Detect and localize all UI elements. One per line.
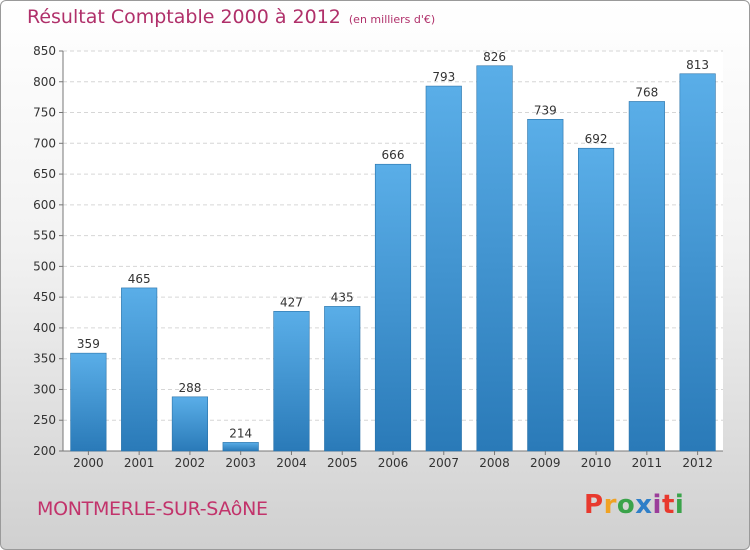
bar-value-label: 214 bbox=[229, 426, 252, 440]
logo-letter: i bbox=[674, 490, 685, 520]
logo-letter: o bbox=[616, 490, 636, 520]
bar-value-label: 692 bbox=[585, 132, 608, 146]
bar-value-label: 435 bbox=[331, 290, 354, 304]
bar bbox=[324, 306, 361, 452]
bar bbox=[222, 442, 259, 452]
chart-title-text: Résultat Comptable 2000 à 2012 bbox=[27, 6, 341, 28]
y-tick-label: 800 bbox=[33, 75, 56, 89]
bar-value-label: 359 bbox=[77, 337, 100, 351]
y-tick-label: 550 bbox=[33, 229, 56, 243]
bar-value-label: 768 bbox=[635, 85, 658, 99]
x-tick-label: 2005 bbox=[327, 456, 358, 470]
x-tick-label: 2003 bbox=[225, 456, 256, 470]
y-tick-label: 350 bbox=[33, 352, 56, 366]
x-tick-label: 2006 bbox=[378, 456, 409, 470]
bar bbox=[273, 311, 310, 452]
x-tick-label: 2007 bbox=[428, 456, 459, 470]
y-tick-label: 450 bbox=[33, 290, 56, 304]
bar bbox=[425, 85, 462, 452]
chart-title: Résultat Comptable 2000 à 2012 (en millie… bbox=[27, 6, 435, 28]
bar bbox=[679, 73, 716, 452]
y-tick-label: 850 bbox=[33, 44, 56, 58]
y-tick-label: 600 bbox=[33, 198, 56, 212]
chart-subtitle: (en milliers d'€) bbox=[348, 13, 436, 26]
x-tick-label: 2001 bbox=[124, 456, 155, 470]
bar-value-label: 813 bbox=[686, 58, 709, 72]
y-tick-label: 250 bbox=[33, 413, 56, 427]
logo-letter: P bbox=[584, 490, 604, 520]
bar bbox=[121, 287, 158, 452]
y-tick-label: 500 bbox=[33, 259, 56, 273]
bar-value-label: 826 bbox=[483, 50, 506, 64]
city-name: MONTMERLE-SUR-SAôNE bbox=[37, 498, 268, 520]
bar-value-label: 666 bbox=[382, 148, 405, 162]
logo-letter: t bbox=[661, 490, 675, 520]
bar-value-label: 288 bbox=[178, 381, 201, 395]
y-tick-label: 700 bbox=[33, 136, 56, 150]
y-tick-label: 650 bbox=[33, 167, 56, 181]
bar bbox=[527, 119, 564, 452]
x-tick-label: 2002 bbox=[175, 456, 206, 470]
y-tick-label: 300 bbox=[33, 382, 56, 396]
bar-value-label: 427 bbox=[280, 295, 303, 309]
logo-letter: r bbox=[603, 490, 617, 520]
logo-letter: x bbox=[635, 490, 653, 520]
proxiti-logo[interactable]: Proxiti bbox=[584, 490, 684, 520]
x-tick-label: 2004 bbox=[276, 456, 307, 470]
bar-value-label: 465 bbox=[128, 272, 151, 286]
bar bbox=[578, 147, 615, 452]
bar bbox=[374, 163, 412, 452]
x-tick-label: 2000 bbox=[73, 456, 104, 470]
bar bbox=[628, 101, 665, 452]
x-tick-label: 2011 bbox=[632, 456, 663, 470]
x-tick-label: 2008 bbox=[479, 456, 510, 470]
bar bbox=[476, 65, 513, 452]
bar-value-label: 793 bbox=[432, 70, 455, 84]
logo-letter: i bbox=[652, 490, 662, 520]
bar bbox=[70, 352, 107, 452]
bar-value-label: 739 bbox=[534, 103, 557, 117]
y-tick-label: 400 bbox=[33, 321, 56, 335]
x-tick-label: 2009 bbox=[530, 456, 561, 470]
y-tick-label: 750 bbox=[33, 106, 56, 120]
bar bbox=[171, 396, 208, 452]
y-tick-label: 200 bbox=[33, 444, 56, 458]
x-tick-label: 2012 bbox=[682, 456, 713, 470]
x-tick-label: 2010 bbox=[581, 456, 612, 470]
